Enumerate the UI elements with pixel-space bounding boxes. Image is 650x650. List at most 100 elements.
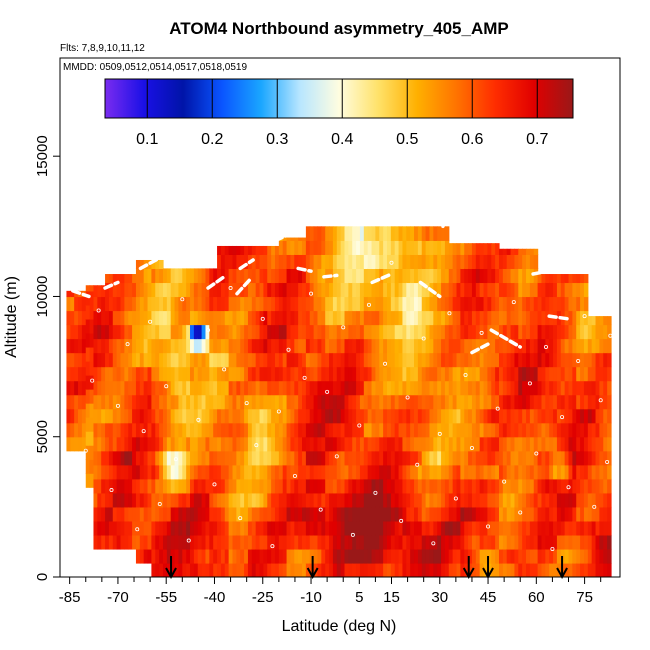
- heatmap-cell: [576, 296, 581, 312]
- heatmap-cell: [502, 254, 508, 270]
- heatmap-cell: [78, 408, 83, 424]
- heatmap-cell: [278, 408, 284, 424]
- heatmap-cell: [545, 520, 550, 536]
- heatmap-cell: [379, 422, 384, 438]
- heatmap-cell: [414, 254, 419, 270]
- heatmap-cell: [603, 408, 608, 424]
- heatmap-cell: [344, 338, 349, 354]
- heatmap-cell: [456, 296, 461, 312]
- flight-track-segment: [296, 266, 313, 273]
- heatmap-cell: [116, 338, 122, 354]
- heatmap-cell: [429, 394, 434, 410]
- heatmap-cell: [108, 310, 114, 326]
- heatmap-cell: [556, 464, 562, 480]
- heatmap-cell: [205, 436, 210, 452]
- heatmap-cell: [274, 338, 280, 354]
- heatmap-cell: [344, 478, 349, 494]
- heatmap-cell: [271, 366, 276, 382]
- heatmap-cell: [147, 310, 152, 326]
- heatmap-cell: [390, 548, 396, 564]
- heatmap-cell: [491, 338, 496, 354]
- heatmap-cell: [259, 478, 264, 494]
- heatmap-cell: [244, 548, 249, 564]
- heatmap-cell: [309, 436, 315, 452]
- heatmap-cell: [583, 450, 589, 466]
- heatmap-cell: [406, 296, 411, 312]
- heatmap-cell: [151, 506, 156, 522]
- heatmap-cell: [498, 520, 504, 536]
- heatmap-cell: [162, 282, 168, 298]
- heatmap-cell: [105, 506, 110, 522]
- heatmap-cell: [336, 436, 342, 452]
- heatmap-cell: [294, 240, 299, 255]
- heatmap-cell: [498, 248, 504, 255]
- heatmap-cell: [398, 562, 404, 577]
- heatmap-cell: [452, 310, 458, 326]
- heatmap-cell: [375, 324, 380, 340]
- heatmap-cell: [356, 506, 361, 522]
- heatmap-cell: [259, 338, 264, 354]
- heatmap-cell: [495, 394, 500, 410]
- heatmap-cell: [421, 254, 427, 270]
- heatmap-cell: [556, 436, 562, 452]
- heatmap-cell: [553, 534, 558, 550]
- heatmap-cell: [294, 548, 299, 564]
- heatmap-cell: [294, 562, 299, 577]
- heatmap-cell: [479, 450, 485, 466]
- heatmap-cell: [186, 562, 191, 577]
- heatmap-cell: [383, 226, 388, 241]
- heatmap-cell: [105, 408, 110, 424]
- heatmap-cell: [576, 274, 581, 284]
- sample-point: [511, 300, 516, 305]
- heatmap-cell: [568, 282, 573, 298]
- heatmap-cell: [437, 394, 442, 410]
- heatmap-cell: [375, 226, 380, 241]
- heatmap-cell: [583, 548, 589, 564]
- heatmap-cell: [344, 226, 349, 241]
- heatmap-cell: [471, 408, 477, 424]
- heatmap-cell: [437, 450, 442, 466]
- heatmap-cell: [97, 408, 102, 424]
- heatmap-cell: [560, 380, 566, 396]
- heatmap-cell: [85, 332, 91, 348]
- heatmap-cell: [572, 534, 577, 550]
- heatmap-cell: [271, 338, 276, 354]
- heatmap-cell: [228, 492, 234, 508]
- heatmap-cell: [313, 548, 319, 564]
- heatmap-cell: [271, 282, 276, 298]
- heatmap-cell: [97, 296, 102, 312]
- heatmap-cell: [367, 534, 373, 550]
- heatmap-cell: [468, 548, 473, 564]
- heatmap-cell: [537, 296, 543, 312]
- heatmap-cell: [510, 506, 516, 522]
- heatmap-cell: [135, 394, 141, 410]
- heatmap-cell: [390, 478, 396, 494]
- heatmap-cell: [437, 254, 442, 270]
- heatmap-cell: [143, 338, 149, 354]
- heatmap-cell: [170, 338, 176, 354]
- heatmap-cell: [190, 506, 195, 522]
- heatmap-cell: [336, 506, 342, 522]
- heatmap-cell: [224, 548, 230, 564]
- heatmap-cell: [247, 436, 253, 452]
- heatmap-cell: [162, 394, 168, 410]
- heatmap-cell: [190, 534, 195, 550]
- heatmap-cell: [471, 380, 477, 396]
- heatmap-cell: [193, 408, 199, 424]
- heatmap-cell: [313, 422, 319, 438]
- heatmap-cell: [155, 562, 160, 577]
- heatmap-cell: [81, 380, 87, 396]
- heatmap-cell: [317, 534, 322, 550]
- heatmap-cell: [182, 562, 187, 577]
- heatmap-cell: [564, 282, 570, 298]
- heatmap-cell: [267, 520, 272, 536]
- heatmap-cell: [205, 520, 210, 536]
- heatmap-cell: [607, 478, 612, 494]
- heatmap-cell: [190, 310, 195, 326]
- heatmap-cell: [522, 520, 527, 536]
- heatmap-cell: [371, 506, 376, 522]
- heatmap-cell: [170, 282, 176, 298]
- heatmap-cell: [178, 408, 183, 424]
- heatmap-cell: [386, 352, 392, 368]
- heatmap-cell: [529, 380, 535, 396]
